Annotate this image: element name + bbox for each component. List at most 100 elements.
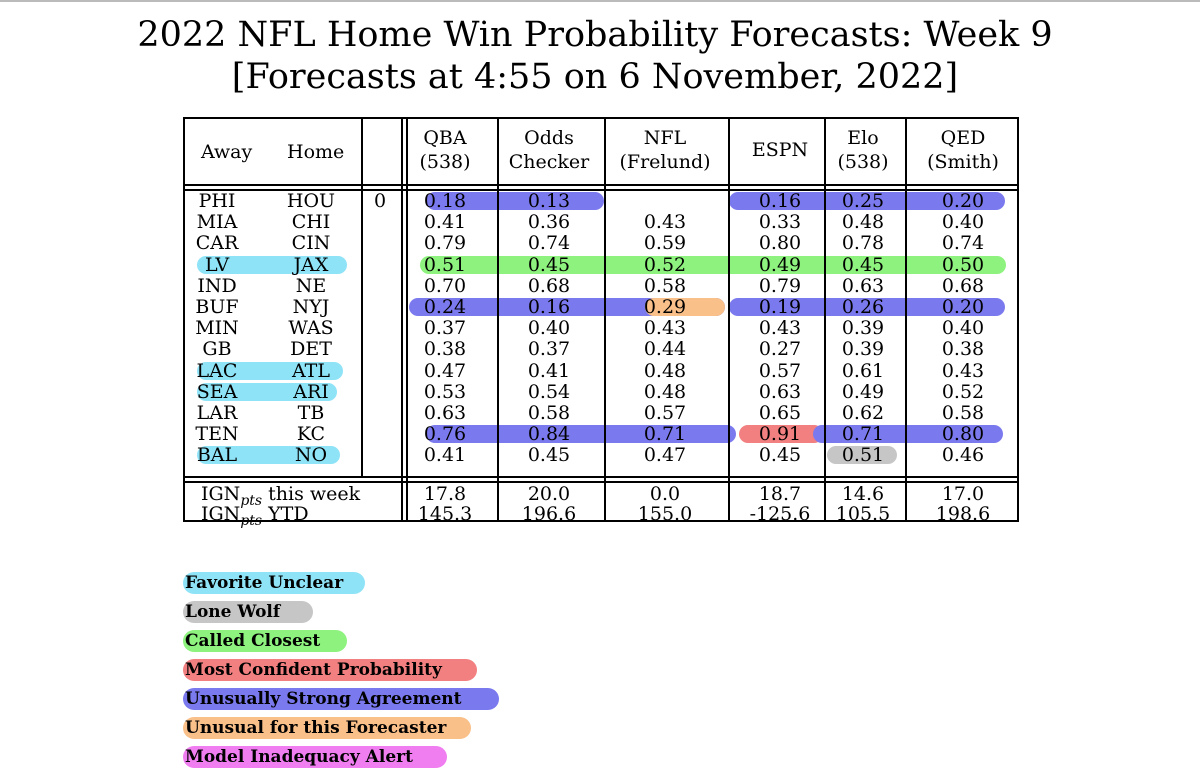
game-result xyxy=(365,213,395,231)
prob-cell: 0.52 xyxy=(941,380,985,403)
ign-label-main: IGN xyxy=(201,503,241,525)
result-left-rule xyxy=(361,117,363,477)
game-result xyxy=(365,256,395,274)
table-left-rule xyxy=(183,117,185,522)
forecast-left-rule-2 xyxy=(406,117,408,522)
prob-cell: 0.48 xyxy=(643,359,687,382)
top-rule xyxy=(0,0,1200,2)
prob-cell: 0.49 xyxy=(758,253,802,276)
header-col-1: Odds Checker xyxy=(489,126,609,174)
prob-cell: 0.44 xyxy=(643,338,687,361)
game-result xyxy=(365,446,395,464)
away-team: LAR xyxy=(196,402,238,424)
prob-cell: 0.80 xyxy=(758,232,802,255)
prob-cell: 0.63 xyxy=(758,380,802,403)
prob-cell: 0.13 xyxy=(527,190,571,212)
prob-cell: 0.20 xyxy=(941,190,985,212)
prob-cell: 0.70 xyxy=(423,274,467,297)
prob-cell: 0.41 xyxy=(423,211,467,234)
called-closest-highlight xyxy=(420,255,1006,274)
prob-cell: 0.63 xyxy=(423,402,467,424)
prob-cell: 0.74 xyxy=(527,232,571,255)
prob-cell: 0.80 xyxy=(941,423,985,446)
away-team: TEN xyxy=(195,423,239,446)
agreement-highlight xyxy=(426,425,736,444)
prob-cell: 0.16 xyxy=(758,190,802,212)
away-team: GB xyxy=(202,338,232,361)
header-col-source: Checker xyxy=(508,151,590,173)
prob-cell: 0.78 xyxy=(841,232,885,255)
prob-cell: 0.57 xyxy=(643,402,687,424)
game-result xyxy=(365,362,395,380)
ign-label: IGNpts this week xyxy=(201,484,360,512)
prob-cell: 0.40 xyxy=(941,317,985,340)
home-team: DET xyxy=(290,338,332,361)
prob-cell: 0.79 xyxy=(423,232,467,255)
prob-cell: 0.40 xyxy=(941,211,985,234)
prob-cell: 0.48 xyxy=(841,211,885,234)
prob-cell: 0.58 xyxy=(527,402,571,424)
ign-score: 17.8 xyxy=(423,483,467,505)
forecast-left-rule-1 xyxy=(401,117,403,522)
prob-cell: 0.20 xyxy=(941,296,985,318)
favorite-unclear-highlight xyxy=(197,361,343,380)
prob-cell: 0.38 xyxy=(423,338,467,361)
header-home: Home xyxy=(287,141,345,163)
favorite-unclear-highlight xyxy=(197,382,337,401)
away-team: PHI xyxy=(198,190,236,212)
header-col-0: QBA (538) xyxy=(385,126,505,174)
prob-cell: 0.84 xyxy=(527,423,571,446)
prob-cell: 0.65 xyxy=(758,402,802,424)
home-team: CIN xyxy=(291,232,331,255)
table-top-rule xyxy=(183,117,1019,119)
prob-cell: 0.18 xyxy=(423,190,467,212)
game-result xyxy=(365,319,395,337)
prob-cell: 0.79 xyxy=(758,274,802,297)
prob-cell: 0.16 xyxy=(527,296,571,318)
prob-cell: 0.43 xyxy=(643,317,687,340)
header-col-name: QED xyxy=(940,127,986,149)
prob-cell: 0.26 xyxy=(841,296,885,318)
prob-cell: 0.37 xyxy=(527,338,571,361)
col-sep xyxy=(728,117,730,522)
agreement-highlight xyxy=(813,425,1003,444)
away-team: CAR xyxy=(195,232,239,255)
legend-item: Favorite Unclear xyxy=(183,572,365,594)
header-col-source: (538) xyxy=(837,151,889,173)
header-rule-1 xyxy=(183,184,1019,186)
prob-cell: 0.25 xyxy=(841,190,885,212)
prob-cell: 0.29 xyxy=(643,296,687,318)
home-team: WAS xyxy=(288,317,334,340)
game-result xyxy=(365,298,395,316)
header-col-name: NFL xyxy=(643,127,687,149)
col-sep xyxy=(824,117,826,522)
game-result xyxy=(365,340,395,358)
favorite-unclear-highlight xyxy=(197,255,347,274)
agreement-highlight xyxy=(426,192,604,210)
prob-cell: 0.58 xyxy=(941,402,985,424)
ign-score: 14.6 xyxy=(841,483,885,505)
prob-cell: 0.50 xyxy=(941,253,985,276)
home-team: TB xyxy=(297,402,325,424)
prob-cell: 0.43 xyxy=(758,317,802,340)
prob-cell: 0.53 xyxy=(423,380,467,403)
away-team: BAL xyxy=(196,444,238,467)
ign-label: IGNpts YTD xyxy=(201,504,309,532)
home-team: CHI xyxy=(291,211,331,234)
agreement-highlight xyxy=(729,298,1005,316)
legend-item: Model Inadequacy Alert xyxy=(183,746,447,768)
header-col-name: Elo xyxy=(847,127,879,149)
ign-score: 198.6 xyxy=(935,503,991,525)
game-result xyxy=(365,383,395,401)
prob-cell: 0.45 xyxy=(841,253,885,276)
prob-cell: 0.33 xyxy=(758,211,802,234)
prob-cell: 0.43 xyxy=(643,211,687,234)
prob-cell: 0.51 xyxy=(841,444,885,467)
prob-cell: 0.39 xyxy=(841,317,885,340)
page-subtitle: [Forecasts at 4:55 on 6 November, 2022] xyxy=(231,57,959,97)
home-team: JAX xyxy=(293,253,329,276)
prob-cell: 0.58 xyxy=(643,274,687,297)
prob-cell: 0.47 xyxy=(643,444,687,467)
prob-cell: 0.54 xyxy=(527,380,571,403)
prob-cell: 0.48 xyxy=(643,380,687,403)
